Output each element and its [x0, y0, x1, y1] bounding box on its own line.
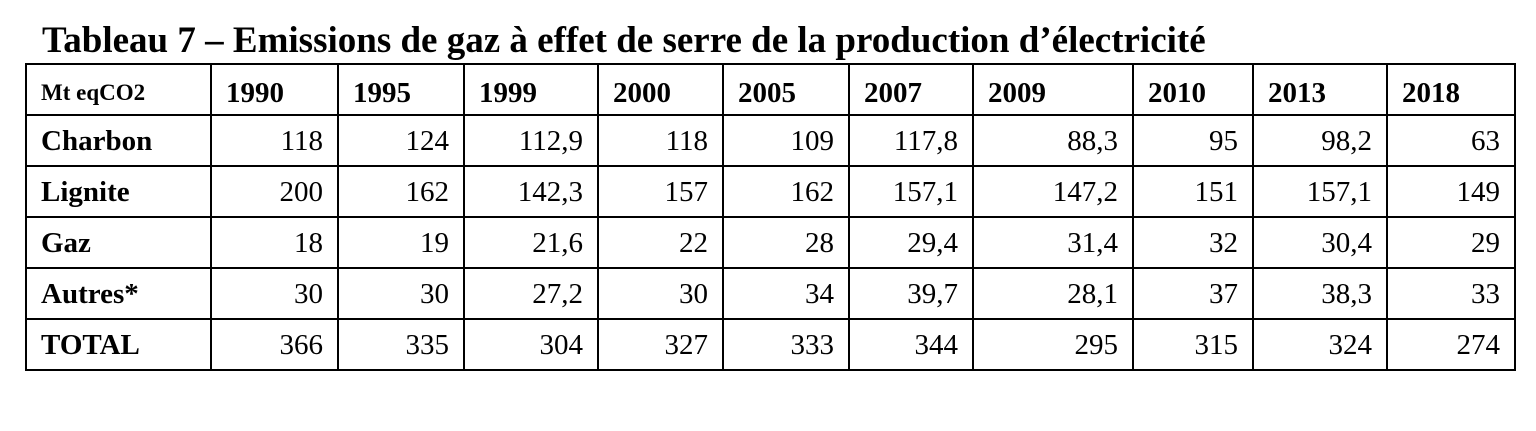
table-cell: 33: [1386, 267, 1516, 320]
table-cell: 162: [722, 165, 850, 218]
year-header: 2005: [722, 63, 850, 116]
year-header: 2013: [1252, 63, 1388, 116]
table-cell: 315: [1132, 318, 1254, 371]
row-label: Autres*: [25, 267, 212, 320]
table-cell: 200: [210, 165, 339, 218]
table-cell: 19: [337, 216, 465, 269]
table-cell: 151: [1132, 165, 1254, 218]
table-row-gaz: Gaz 18 19 21,6 22 28 29,4 31,4 32 30,4 2…: [25, 216, 1516, 269]
table-cell: 95: [1132, 114, 1254, 167]
table-cell: 31,4: [972, 216, 1134, 269]
table-cell: 157,1: [848, 165, 974, 218]
table-row-lignite: Lignite 200 162 142,3 157 162 157,1 147,…: [25, 165, 1516, 218]
table-cell: 88,3: [972, 114, 1134, 167]
table-cell: 37: [1132, 267, 1254, 320]
table-title: Tableau 7 – Emissions de gaz à effet de …: [42, 20, 1206, 61]
table-cell: 117,8: [848, 114, 974, 167]
table-cell: 32: [1132, 216, 1254, 269]
table-cell: 28,1: [972, 267, 1134, 320]
table-cell: 98,2: [1252, 114, 1388, 167]
year-header: 2018: [1386, 63, 1516, 116]
table-cell: 149: [1386, 165, 1516, 218]
table-cell: 29,4: [848, 216, 974, 269]
table-cell: 118: [210, 114, 339, 167]
table-cell: 63: [1386, 114, 1516, 167]
table-cell: 157,1: [1252, 165, 1388, 218]
year-header: 1990: [210, 63, 339, 116]
year-header: 1999: [463, 63, 599, 116]
header-row: Mt eqCO2 1990 1995 1999 2000 2005 2007 2…: [25, 63, 1516, 116]
table-cell: 327: [597, 318, 724, 371]
table-cell: 34: [722, 267, 850, 320]
table-cell: 304: [463, 318, 599, 371]
table-row-charbon: Charbon 118 124 112,9 118 109 117,8 88,3…: [25, 114, 1516, 167]
table-cell: 366: [210, 318, 339, 371]
table-cell: 21,6: [463, 216, 599, 269]
table-cell: 29: [1386, 216, 1516, 269]
year-header: 1995: [337, 63, 465, 116]
table-row-autres: Autres* 30 30 27,2 30 34 39,7 28,1 37 38…: [25, 267, 1516, 320]
table-cell: 162: [337, 165, 465, 218]
table-cell: 124: [337, 114, 465, 167]
row-label: Gaz: [25, 216, 212, 269]
table-cell: 118: [597, 114, 724, 167]
table-cell: 18: [210, 216, 339, 269]
table-cell: 147,2: [972, 165, 1134, 218]
table-cell: 112,9: [463, 114, 599, 167]
table-cell: 142,3: [463, 165, 599, 218]
row-label: Lignite: [25, 165, 212, 218]
row-label: Charbon: [25, 114, 212, 167]
emissions-table: Mt eqCO2 1990 1995 1999 2000 2005 2007 2…: [25, 63, 1516, 371]
table-cell: 30: [337, 267, 465, 320]
table-cell: 335: [337, 318, 465, 371]
table-cell: 22: [597, 216, 724, 269]
row-label: TOTAL: [25, 318, 212, 371]
table-cell: 30: [597, 267, 724, 320]
year-header: 2000: [597, 63, 724, 116]
table-cell: 38,3: [1252, 267, 1388, 320]
table-cell: 295: [972, 318, 1134, 371]
table-row-total: TOTAL 366 335 304 327 333 344 295 315 32…: [25, 318, 1516, 371]
table-cell: 274: [1386, 318, 1516, 371]
table-cell: 39,7: [848, 267, 974, 320]
unit-header: Mt eqCO2: [25, 63, 212, 116]
table-cell: 30: [210, 267, 339, 320]
table-cell: 333: [722, 318, 850, 371]
table-cell: 28: [722, 216, 850, 269]
table-cell: 324: [1252, 318, 1388, 371]
year-header: 2009: [972, 63, 1134, 116]
year-header: 2010: [1132, 63, 1254, 116]
table-cell: 157: [597, 165, 724, 218]
table-cell: 109: [722, 114, 850, 167]
table-cell: 344: [848, 318, 974, 371]
year-header: 2007: [848, 63, 974, 116]
table-cell: 30,4: [1252, 216, 1388, 269]
table-cell: 27,2: [463, 267, 599, 320]
